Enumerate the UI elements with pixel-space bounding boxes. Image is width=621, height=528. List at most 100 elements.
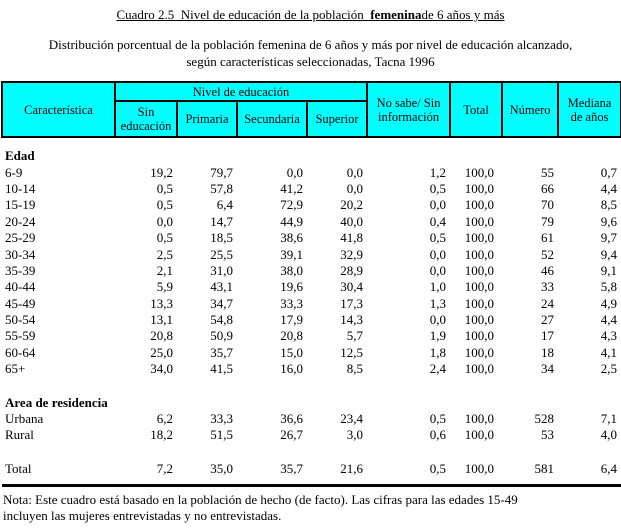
value-cell: 0,5 <box>429 411 447 427</box>
row-label-cell: 50-54 <box>5 312 36 328</box>
value-cell: 79 <box>541 213 555 229</box>
value-cell: 20,2 <box>340 197 364 213</box>
section-header-row: Area de residencia <box>2 394 621 410</box>
value-cell: 72,9 <box>280 197 303 213</box>
row-label-cell: Total <box>5 460 32 476</box>
value-cell: 38,6 <box>280 230 303 246</box>
spacer-row <box>2 444 621 461</box>
value-cell: 1,8 <box>429 344 447 360</box>
value-cell: 55 <box>541 164 555 180</box>
value-cell: 100,0 <box>464 328 495 344</box>
value-cell: 2,5 <box>156 246 173 262</box>
value-cell: 0,0 <box>286 164 303 180</box>
value-cell: 1,9 <box>429 328 447 344</box>
value-cell: 100,0 <box>464 197 495 213</box>
value-cell: 4,9 <box>600 295 618 311</box>
value-cell: 33 <box>541 279 555 295</box>
value-cell: 44,9 <box>280 213 303 229</box>
header-numero: Número <box>501 81 560 138</box>
value-cell: 0,0 <box>429 312 447 328</box>
value-cell: 100,0 <box>464 230 495 246</box>
header-nivel-educacion-group: Nivel de educación <box>113 81 369 102</box>
value-cell: 1,0 <box>429 279 447 295</box>
value-cell: 2,1 <box>156 262 173 278</box>
value-cell: 100,0 <box>464 213 495 229</box>
value-cell: 33,3 <box>280 295 303 311</box>
value-cell: 0,5 <box>429 460 447 476</box>
row-label-cell: Rural <box>5 427 34 443</box>
value-cell: 50,9 <box>210 328 233 344</box>
value-cell: 1,3 <box>429 295 447 311</box>
table-row: Total 7,2 35,0 35,7 21,6 0,5 100,0 581 6,4 <box>2 461 621 477</box>
value-cell: 34,0 <box>150 361 173 377</box>
table-row: 15-19 0,5 6,4 72,9 20,2 0,0 100,0 70 8,5 <box>2 197 621 213</box>
value-cell: 16,0 <box>280 361 303 377</box>
row-label-cell: 25-29 <box>5 230 36 246</box>
value-cell: 4,4 <box>600 312 618 328</box>
table-row: 6-9 19,2 79,7 0,0 0,0 1,2 100,0 55 0,7 <box>2 164 621 180</box>
table-row: 35-39 2,1 31,0 38,0 28,9 0,0 100,0 46 9,1 <box>2 263 621 279</box>
table-row: 45-49 13,3 34,7 33,3 17,3 1,3 100,0 24 4,9 <box>2 296 621 312</box>
value-cell: 8,5 <box>600 197 618 213</box>
value-cell: 0,7 <box>600 164 618 180</box>
table-row: 10-14 0,5 57,8 41,2 0,0 0,5 100,0 66 4,4 <box>2 181 621 197</box>
title-suffix: de 6 años y más <box>421 7 505 22</box>
row-label-cell: 10-14 <box>5 180 36 196</box>
value-cell: 4,0 <box>600 427 618 443</box>
subtitle-line-1: Distribución porcentual de la población … <box>48 37 573 52</box>
value-cell: 39,1 <box>280 246 303 262</box>
value-cell: 40,0 <box>340 213 364 229</box>
value-cell: 0,0 <box>429 197 447 213</box>
value-cell: 100,0 <box>464 180 495 196</box>
value-cell: 2,4 <box>429 361 447 377</box>
spacer-row <box>2 377 621 394</box>
value-cell: 12,5 <box>340 344 364 360</box>
title-prefix: Cuadro 2.5 Nivel de educación de la pobl… <box>116 7 371 22</box>
value-cell: 57,8 <box>210 180 233 196</box>
subtitle-line-2: según características seleccionadas, Tac… <box>186 54 435 69</box>
row-label-cell: 35-39 <box>5 262 36 278</box>
row-label-cell: Urbana <box>5 411 44 427</box>
row-label-cell: 60-64 <box>5 344 36 360</box>
value-cell: 1,2 <box>429 164 447 180</box>
value-cell: 66 <box>541 180 555 196</box>
header-mediana: Mediana de años <box>557 81 621 138</box>
value-cell: 0,4 <box>429 213 447 229</box>
spacer-cell <box>2 137 621 148</box>
value-cell: 20,8 <box>150 328 173 344</box>
table-row: 30-34 2,5 25,5 39,1 32,9 0,0 100,0 52 9,4 <box>2 246 621 262</box>
section-label: Edad <box>5 148 35 164</box>
value-cell: 15,0 <box>280 344 303 360</box>
header-superior: Superior <box>305 100 369 138</box>
row-label-cell: 45-49 <box>5 295 36 311</box>
value-cell: 9,1 <box>600 262 618 278</box>
value-cell: 19,2 <box>150 164 173 180</box>
section-label: Area de residencia <box>5 394 108 410</box>
header-no-sabe: No sabe/ Sin información <box>366 81 452 138</box>
value-cell: 5,7 <box>346 328 364 344</box>
table-row: 40-44 5,9 43,1 19,6 30,4 1,0 100,0 33 5,8 <box>2 279 621 295</box>
value-cell: 100,0 <box>464 164 495 180</box>
value-cell: 7,2 <box>156 460 173 476</box>
value-cell: 41,2 <box>280 180 303 196</box>
value-cell: 0,5 <box>156 230 173 246</box>
value-cell: 17 <box>541 328 555 344</box>
table-row: 50-54 13,1 54,8 17,9 14,3 0,0 100,0 27 4,4 <box>2 312 621 328</box>
value-cell: 0,5 <box>156 197 173 213</box>
value-cell: 36,6 <box>280 411 303 427</box>
value-cell: 2,5 <box>600 361 618 377</box>
note-line-2: incluyen las mujeres entrevistadas y no … <box>3 507 282 523</box>
table-row: 20-24 0,0 14,7 44,9 40,0 0,4 100,0 79 9,6 <box>2 214 621 230</box>
table-subtitle: Distribución porcentual de la población … <box>0 36 621 70</box>
value-cell: 24 <box>541 295 555 311</box>
value-cell: 8,5 <box>346 361 364 377</box>
value-cell: 0,0 <box>346 180 364 196</box>
value-cell: 100,0 <box>464 344 495 360</box>
education-table: Característica Nivel de educación No sab… <box>1 81 621 487</box>
spacer-row <box>2 137 621 148</box>
row-label-cell: 30-34 <box>5 246 36 262</box>
value-cell: 7,1 <box>600 411 618 427</box>
table-note: Nota: Este cuadro está basado en la pobl… <box>0 492 621 524</box>
table-row: 65+ 34,0 41,5 16,0 8,5 2,4 100,0 34 2,5 <box>2 361 621 377</box>
table-row: 55-59 20,8 50,9 20,8 5,7 1,9 100,0 17 4,3 <box>2 328 621 344</box>
